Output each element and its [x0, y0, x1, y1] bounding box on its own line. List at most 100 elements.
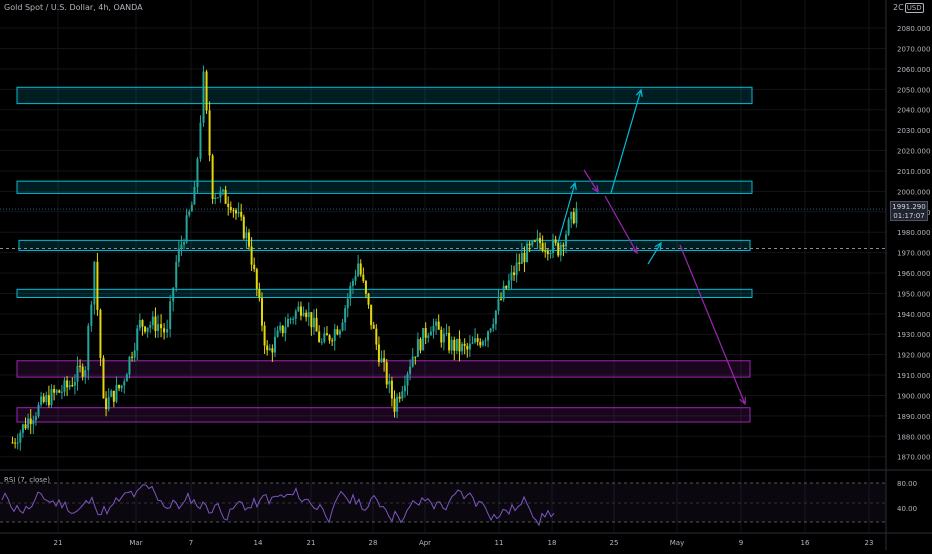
- candle-body: [188, 211, 191, 216]
- candle-body: [297, 306, 300, 312]
- zone-rect-purple: [16, 407, 751, 423]
- candle-body: [401, 391, 404, 399]
- candle: [440, 326, 443, 348]
- candle-body: [58, 390, 61, 393]
- candle: [58, 389, 61, 394]
- candle-body: [47, 395, 50, 406]
- candle: [338, 329, 341, 338]
- candle-body: [110, 390, 113, 397]
- candle: [112, 390, 115, 408]
- candle: [305, 309, 308, 322]
- candle-body: [149, 325, 152, 328]
- candle-body: [284, 326, 287, 334]
- candle: [105, 391, 108, 417]
- candle: [183, 238, 186, 250]
- candle: [409, 359, 412, 381]
- candle: [232, 207, 235, 218]
- candle: [437, 314, 440, 330]
- candle-body: [271, 348, 274, 353]
- candle: [466, 342, 469, 358]
- candle-body: [432, 325, 435, 332]
- candle: [510, 265, 513, 290]
- candle: [554, 235, 557, 246]
- candle-body: [518, 262, 521, 264]
- candle: [346, 293, 349, 318]
- candle: [90, 300, 93, 332]
- candle-body: [455, 338, 458, 351]
- candle: [222, 188, 225, 196]
- candle-body: [242, 216, 245, 239]
- candle: [494, 309, 497, 331]
- projection-arrow-purple: [679, 244, 747, 406]
- candle: [271, 344, 274, 362]
- currency-badge[interactable]: USD: [904, 3, 924, 13]
- price-tick-label: 1890.000: [897, 413, 930, 421]
- candle-body: [73, 381, 76, 386]
- arrow-head: [591, 184, 599, 194]
- candle: [333, 323, 336, 351]
- candle: [453, 336, 456, 361]
- time-tick-label: 9: [739, 539, 743, 547]
- candle-body: [523, 252, 526, 263]
- candle-body: [502, 285, 505, 300]
- candle: [401, 386, 404, 402]
- time-tick-label: 14: [254, 539, 263, 547]
- candle: [552, 233, 555, 259]
- candle: [53, 384, 56, 401]
- candle: [416, 332, 419, 358]
- candle-body: [227, 203, 230, 207]
- candle: [572, 207, 575, 225]
- candle-body: [146, 327, 149, 332]
- candle: [331, 337, 334, 346]
- candle: [427, 332, 430, 343]
- candle-body: [21, 424, 24, 433]
- candle: [414, 356, 417, 365]
- symbol-title[interactable]: Gold Spot / U.S. Dollar, 4h, OANDA: [4, 3, 143, 12]
- candle-body: [541, 242, 544, 251]
- candle: [474, 328, 477, 344]
- currency-corner[interactable]: 2C USD: [893, 3, 924, 13]
- candle-body: [325, 333, 328, 336]
- candle-body: [60, 391, 63, 393]
- candle: [138, 313, 141, 332]
- candle-body: [286, 319, 289, 327]
- zone-layer: [16, 86, 753, 423]
- candle-body: [448, 332, 451, 351]
- candle-body: [552, 239, 555, 253]
- candle-body: [29, 418, 32, 425]
- candle-body: [515, 262, 518, 276]
- candle-body: [453, 339, 456, 351]
- rsi-panel: RSI (7, close): [0, 469, 932, 527]
- candle: [364, 279, 367, 299]
- candle: [307, 302, 310, 326]
- candle-body: [531, 240, 534, 246]
- candle-body: [450, 339, 453, 351]
- candle-body: [572, 212, 575, 224]
- price-tick-label: 2060.000: [897, 66, 930, 74]
- candle: [253, 257, 256, 272]
- candle-body: [424, 327, 427, 338]
- candle: [450, 336, 453, 355]
- candle-body: [216, 197, 219, 199]
- candle-body: [476, 338, 479, 342]
- price-tick-label: 2030.000: [897, 127, 930, 135]
- candle-body: [359, 263, 362, 275]
- candle-body: [336, 329, 339, 335]
- candle-body: [302, 312, 305, 316]
- candle-body: [559, 244, 562, 256]
- candle: [559, 242, 562, 262]
- candle-body: [214, 197, 217, 199]
- candle-body: [341, 322, 344, 331]
- candle: [341, 319, 344, 332]
- candle-body: [344, 308, 347, 323]
- rsi-tick-label: 80.00: [897, 480, 917, 488]
- candle: [424, 322, 427, 345]
- time-tick-label: 11: [495, 539, 504, 547]
- candle: [149, 321, 152, 334]
- price-tick-label: 2010.000: [897, 168, 930, 176]
- candle: [144, 325, 147, 334]
- candle-body: [224, 189, 227, 204]
- candle: [507, 273, 510, 291]
- candle: [273, 327, 276, 358]
